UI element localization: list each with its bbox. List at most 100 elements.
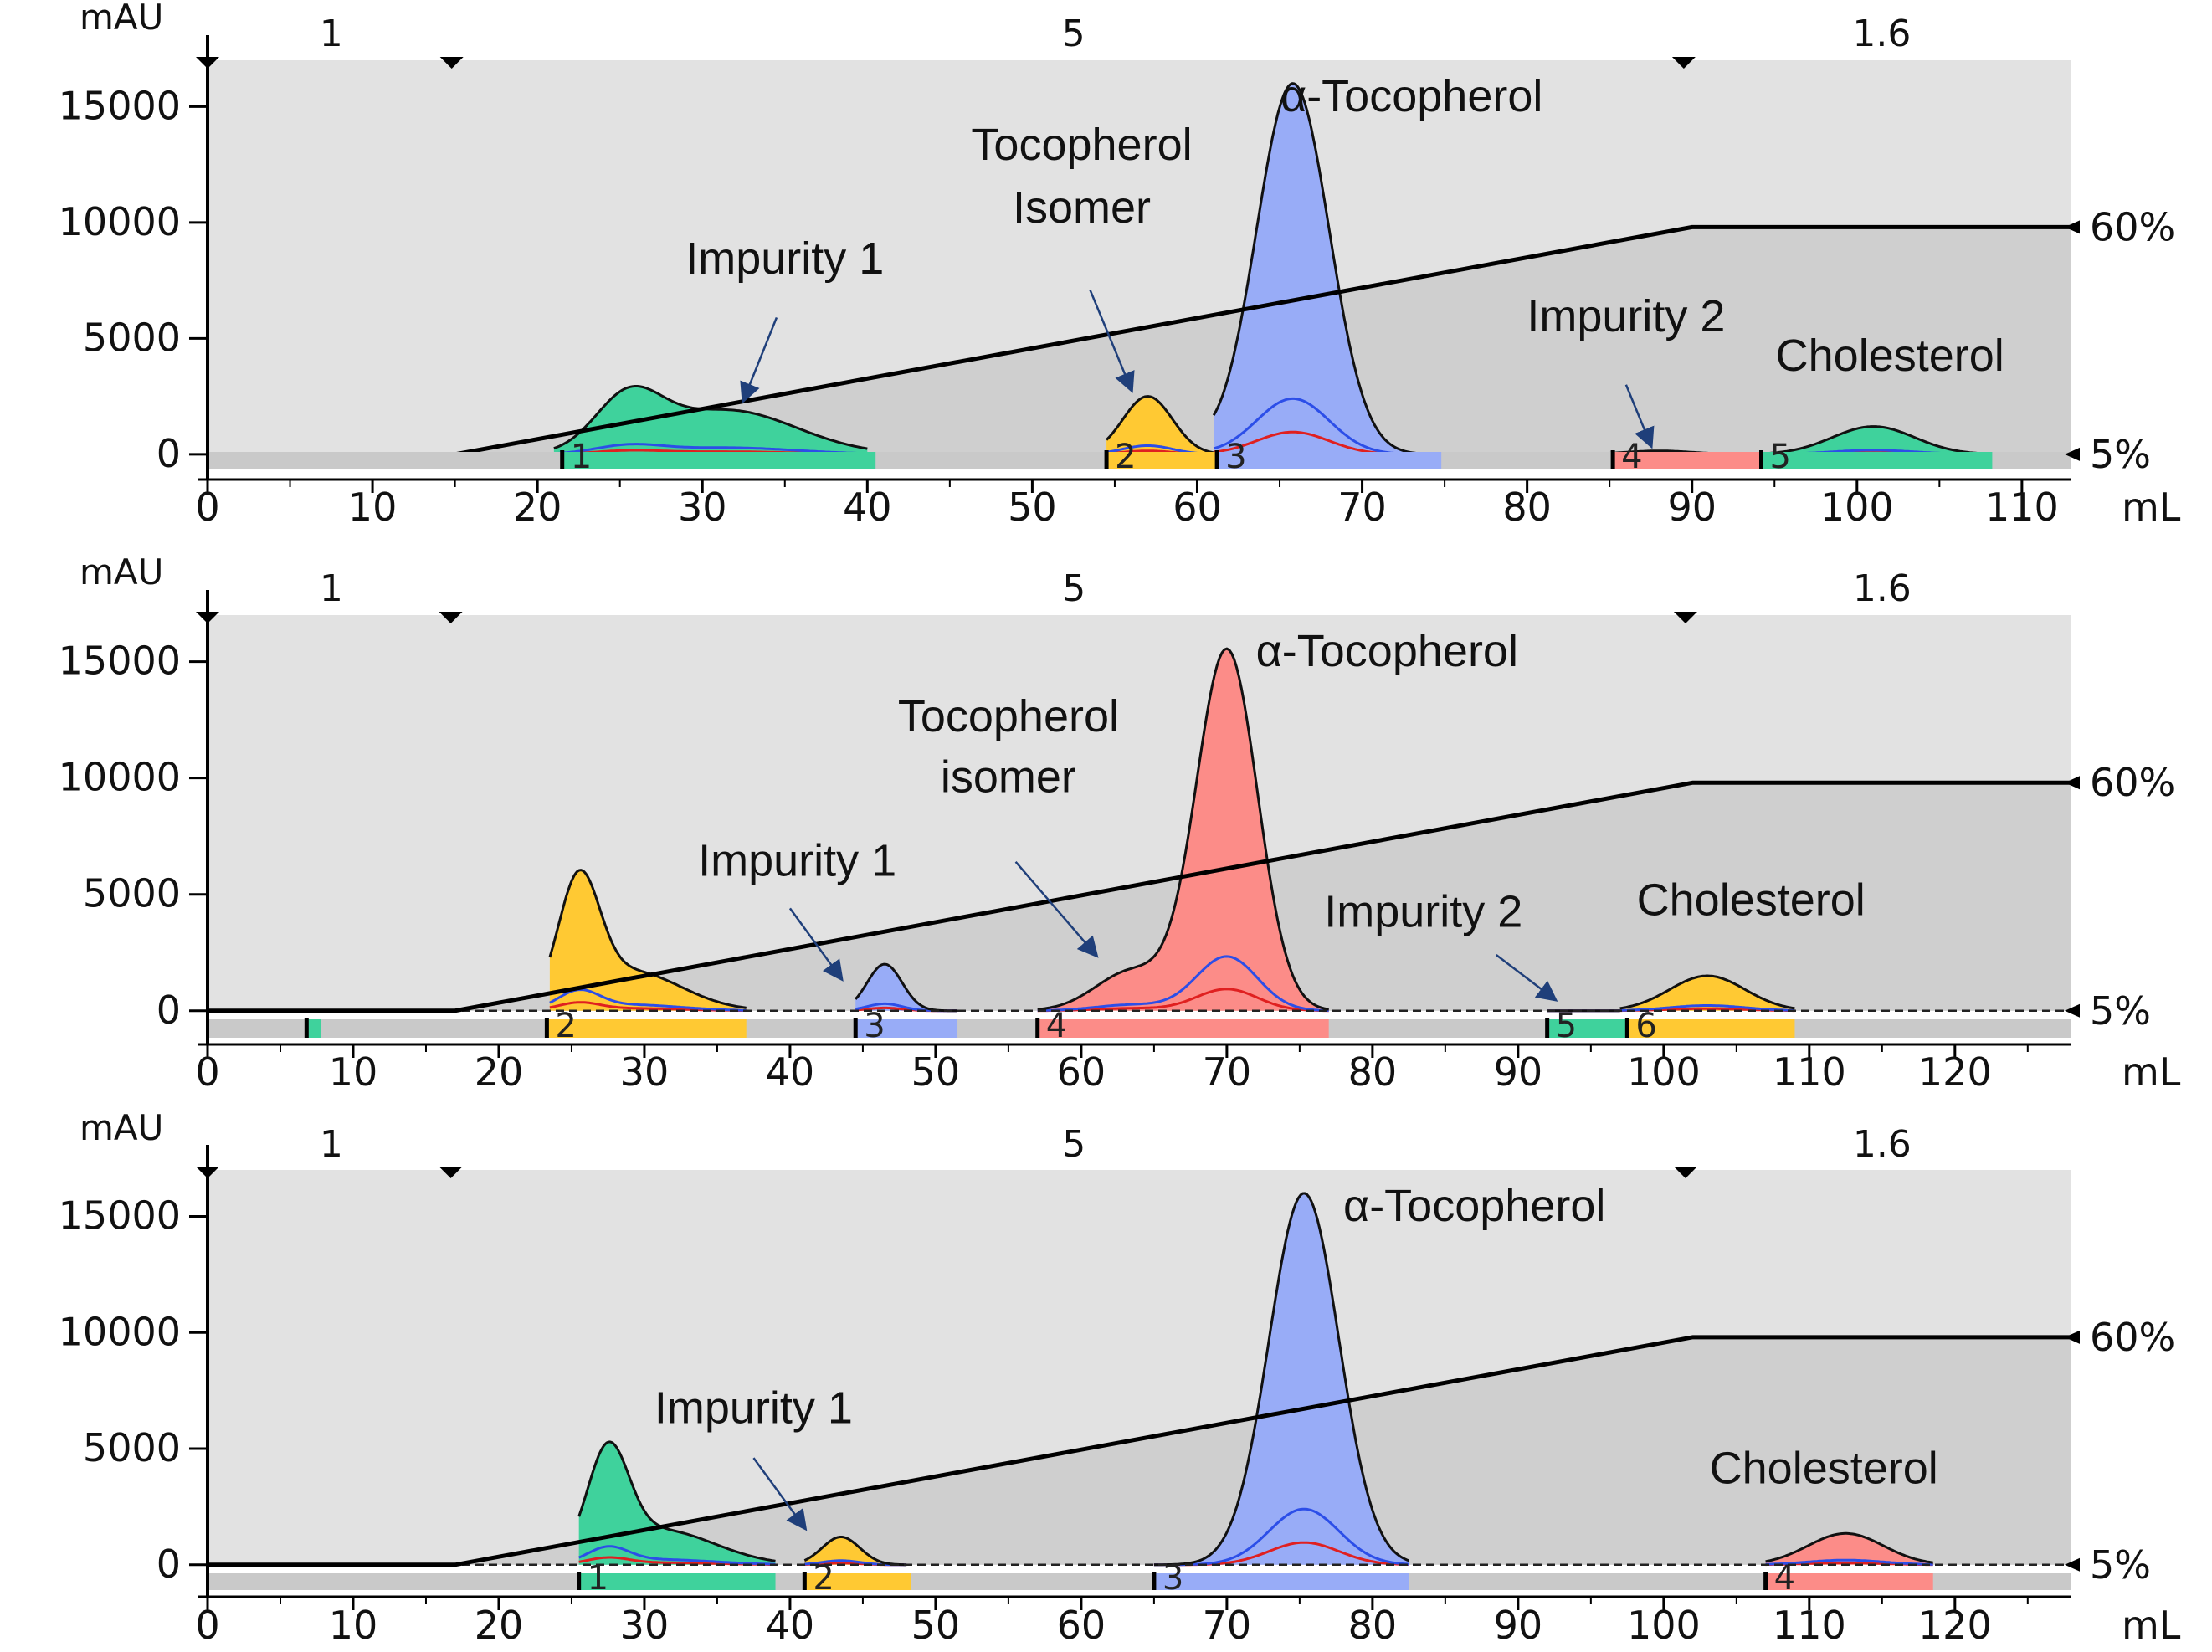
annotation-arrow [1496,954,1558,1002]
peak-annotation: Impurity 1 [698,835,896,885]
x-tick-label: 70 [1337,485,1387,530]
peak-annotation: isomer [941,752,1076,802]
flow-change-marker [196,1167,219,1178]
x-tick-label: 120 [1918,1049,1992,1095]
fraction-bar-2 [804,1573,911,1590]
x-tick-label: 100 [1820,485,1894,530]
fraction-label: 2 [555,1007,576,1045]
x-tick-label: 30 [678,485,727,530]
x-tick-label: 110 [1773,1603,1846,1648]
fraction-bar-4 [1037,1019,1329,1038]
x-tick-label: 100 [1627,1049,1701,1095]
fraction-bar-3 [855,1019,958,1038]
peak-outline-2 [1106,395,1214,454]
y-unit-label: mAU [80,552,163,593]
fraction-label: 6 [1635,1007,1656,1045]
x-tick-label: 20 [513,485,562,530]
fraction-label: 2 [813,1559,834,1598]
peak-outline-5 [1758,425,1989,455]
fraction-label: 4 [1621,438,1642,476]
peak-annotation: α-Tocopherol [1280,71,1542,121]
peak-annotation: Isomer [1013,182,1151,233]
flow-change-marker [196,612,219,623]
x-tick-label: 50 [911,1049,961,1095]
y-tick-label: 5000 [83,1425,181,1470]
x-tick-label: 0 [195,1049,219,1095]
flow-rate-label: 5 [1062,13,1085,55]
gradient-marker [2065,1003,2080,1018]
fraction-bar-3 [1217,452,1442,469]
y-tick-label: 0 [157,1542,181,1587]
x-tick-label: 80 [1348,1603,1398,1648]
peak-annotation: Tocopherol [898,691,1119,741]
fraction-bar-5 [1761,452,1993,469]
fraction-bar-4 [1613,452,1762,469]
flow-rate-label: 1.6 [1853,567,1912,610]
peak-annotation: Cholesterol [1637,875,1866,926]
x-unit-label: mL [2122,485,2181,530]
fraction-label: 3 [864,1007,885,1045]
peak-trace-red-3 [1037,988,1329,1013]
y-tick-label: 0 [157,988,181,1033]
peak-outline-3 [1037,647,1329,1011]
peak-annotation: α-Tocopherol [1256,626,1518,676]
fraction-bar-1 [578,1573,776,1590]
peak-annotation: α-Tocopherol [1343,1181,1605,1231]
flow-rate-label: 1 [320,13,343,55]
fraction-label: 5 [1556,1007,1577,1045]
gradient-marker [2065,1557,2080,1572]
flow-rate-label: 1 [320,567,343,610]
x-tick-label: 40 [766,1603,815,1648]
x-tick-label: 20 [475,1049,524,1095]
y-tick-label: 5000 [83,871,181,916]
flow-rate-label: 1.6 [1852,13,1911,55]
gradient-percent-label: 5% [2090,432,2151,477]
gradient-line [208,780,2071,1013]
x-tick-label: 110 [1773,1049,1846,1095]
fraction-bar-5 [1547,1019,1628,1038]
flow-change-marker [439,1167,463,1178]
flow-change-marker [196,57,219,69]
fraction-label: 4 [1774,1559,1795,1598]
peak-area-2 [804,1537,907,1565]
x-tick-label: 60 [1057,1049,1106,1095]
fraction-label: 2 [1115,438,1136,476]
flow-change-marker [439,612,463,623]
fraction-bar-1 [562,452,876,469]
annotation-arrow [740,316,778,404]
flow-change-marker [1673,1167,1697,1178]
x-tick-label: 80 [1348,1049,1398,1095]
fraction-label: 5 [1769,438,1790,476]
y-tick-label: 15000 [59,83,181,128]
peak-trace-blue-1 [553,443,868,455]
peak-trace-blue-1 [578,1545,776,1566]
x-tick-label: 0 [195,1603,219,1648]
y-tick-label: 10000 [59,755,181,800]
annotation-arrow [1624,384,1655,449]
flow-change-marker [439,57,464,69]
peak-outline-2 [803,1536,907,1567]
peak-annotation: Impurity 1 [654,1383,853,1434]
gradient-area [208,782,2071,1011]
peak-annotation: Tocopherol [971,120,1192,170]
peak-outline-2 [855,962,957,1013]
gradient-percent-label: 60% [2090,204,2175,249]
fraction-bar-3 [1153,1573,1409,1590]
fraction-bar-6 [1627,1019,1795,1038]
flow-rate-label: 5 [1062,1123,1085,1166]
peak-trace-blue-1 [549,988,747,1012]
gradient-marker [2065,776,2080,790]
x-unit-label: mL [2122,1049,2181,1095]
y-unit-label: mAU [80,0,163,38]
annotation-arrow [1014,860,1099,958]
y-tick-label: 0 [157,431,181,476]
peak-outline-4 [1765,1531,1933,1564]
y-tick-label: 10000 [59,199,181,244]
gradient-area [208,227,2071,454]
peak-annotation: Impurity 1 [685,233,884,284]
peak-annotation: Impurity 2 [1527,291,1725,341]
fraction-label: 3 [1162,1559,1183,1598]
peak-annotation: Cholesterol [1710,1444,1938,1494]
